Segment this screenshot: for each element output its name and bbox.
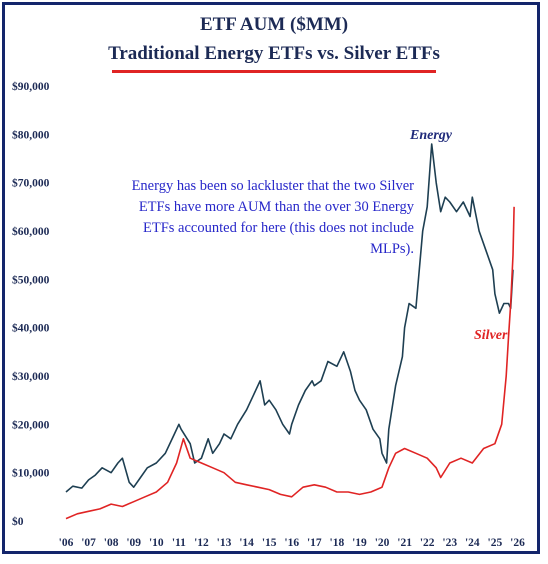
x-tick-label: '19 xyxy=(352,537,367,549)
y-tick-label: $60,000 xyxy=(12,225,50,238)
x-tick-label: '14 xyxy=(239,537,254,549)
x-tick-label: '11 xyxy=(172,537,186,549)
x-tick-label: '07 xyxy=(81,537,96,549)
chart-annotation: Energy has been so lackluster that the t… xyxy=(131,178,414,257)
series-label-silver: Silver xyxy=(474,328,508,343)
x-tick-label: '08 xyxy=(104,537,119,549)
x-tick-label: '13 xyxy=(217,537,232,549)
y-tick-label: $90,000 xyxy=(12,80,50,93)
chart-title: ETF AUM ($MM) xyxy=(199,14,349,35)
y-tick-label: $50,000 xyxy=(12,273,50,286)
x-tick-label: '09 xyxy=(126,537,141,549)
x-tick-label: '12 xyxy=(194,537,209,549)
x-tick-label: '17 xyxy=(307,537,322,549)
x-tick-label: '16 xyxy=(284,537,299,549)
y-tick-label: $70,000 xyxy=(12,177,50,190)
subtitle-underline xyxy=(112,70,436,73)
x-tick-label: '06 xyxy=(59,537,74,549)
series-line-silver xyxy=(65,206,515,520)
y-tick-label: $10,000 xyxy=(12,467,50,480)
series-group xyxy=(65,143,515,520)
y-tick-label: $20,000 xyxy=(12,418,50,431)
chart-subtitle: Traditional Energy ETFs vs. Silver ETFs xyxy=(108,43,440,64)
x-tick-label: '26 xyxy=(510,537,525,549)
y-tick-label: $80,000 xyxy=(12,128,50,141)
x-tick-label: '22 xyxy=(420,537,435,549)
series-line-energy xyxy=(65,143,514,493)
series-label-energy: Energy xyxy=(410,128,452,143)
x-tick-label: '24 xyxy=(465,537,480,549)
y-tick-label: $30,000 xyxy=(12,370,50,383)
x-tick-label: '15 xyxy=(262,537,277,549)
y-tick-label: $0 xyxy=(12,515,24,528)
x-axis: '06 '07 '08 '09 '10 '11 '12 '13 '14 '15 '16 '17 '18 '… xyxy=(59,537,525,549)
x-tick-label: '18 xyxy=(330,537,345,549)
y-tick-label: $40,000 xyxy=(12,322,50,335)
x-tick-label: '20 xyxy=(375,537,390,549)
y-axis: $0 $10,000 $20,000 $30,000 $40,000 $50,000 $60… xyxy=(12,80,50,528)
x-tick-label: '23 xyxy=(442,537,457,549)
x-tick-label: '10 xyxy=(149,537,164,549)
x-tick-label: '25 xyxy=(488,537,503,549)
x-tick-label: '21 xyxy=(397,537,412,549)
